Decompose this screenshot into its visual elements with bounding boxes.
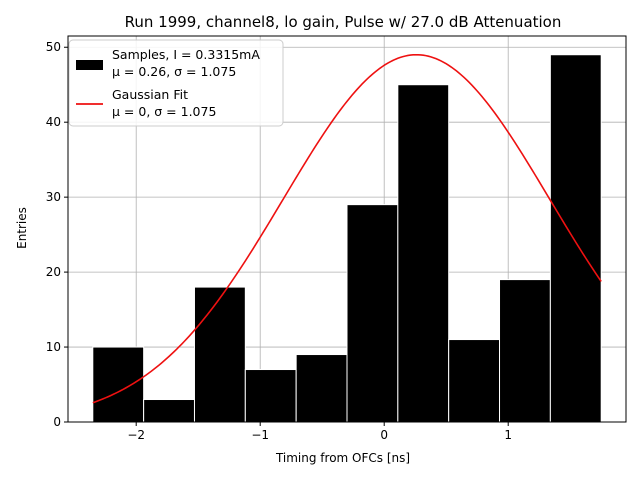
legend: Samples, I = 0.3315mA μ = 0.26, σ = 1.07… <box>68 39 284 127</box>
chart-title: Run 1999, channel8, lo gain, Pulse w/ 27… <box>125 13 562 31</box>
legend-samples-label: Samples, I = 0.3315mA <box>112 47 260 62</box>
gaussian-fit <box>92 53 602 404</box>
histogram-bar-8 <box>499 279 551 423</box>
histogram-bar-0 <box>92 346 145 423</box>
x-tick-label-1: −1 <box>251 428 269 442</box>
histogram-bar-6 <box>397 84 450 423</box>
legend-box <box>68 39 284 127</box>
x-tick-label-2: 0 <box>380 428 388 442</box>
axes-frame <box>67 35 627 423</box>
y-tick-label-5: 50 <box>46 40 61 54</box>
legend-samples-stats: μ = 0.26, σ = 1.075 <box>112 64 236 79</box>
x-tick-label-0: −2 <box>127 428 145 442</box>
legend-fit-stats: μ = 0, σ = 1.075 <box>112 104 216 119</box>
histogram-bar-7 <box>448 339 501 423</box>
x-axis-label: Timing from OFCs [ns] <box>275 451 410 465</box>
y-axis-label: Entries <box>15 207 29 249</box>
y-tick-label-0: 0 <box>53 415 61 429</box>
histogram-bar-5 <box>346 204 399 423</box>
histogram-bar-3 <box>244 369 297 423</box>
legend-fit-label: Gaussian Fit <box>112 87 188 102</box>
y-tick-label-3: 30 <box>46 190 61 204</box>
x-tick-label-3: 1 <box>504 428 512 442</box>
histogram-bar-2 <box>193 286 246 423</box>
histogram-bars <box>92 54 602 423</box>
gaussian-fit-curve <box>92 53 602 404</box>
histogram-bar-4 <box>295 354 348 423</box>
y-tick-label-1: 10 <box>46 340 61 354</box>
legend-samples-swatch <box>76 60 103 70</box>
x-axis-ticks: −2 −1 0 1 <box>127 422 512 442</box>
y-axis-ticks: 0 10 20 30 40 50 <box>46 40 68 429</box>
y-tick-label-2: 20 <box>46 265 61 279</box>
histogram-bar-9 <box>549 54 602 423</box>
y-tick-label-4: 40 <box>46 115 61 129</box>
histogram-bar-1 <box>143 399 195 423</box>
